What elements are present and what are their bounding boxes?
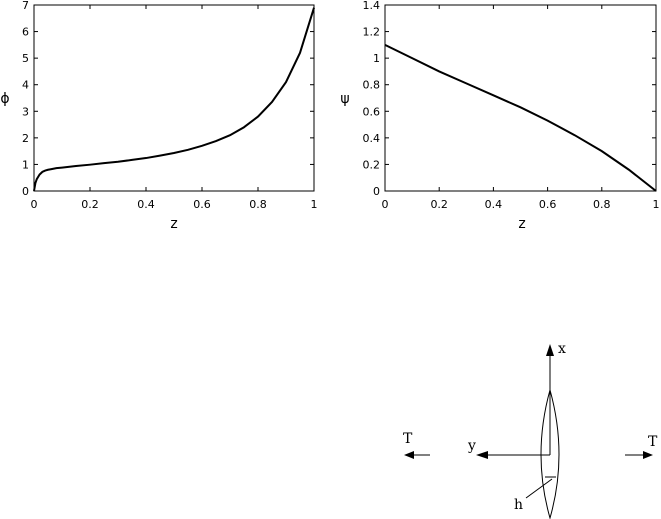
phi-y-tick-label: 6 — [22, 26, 29, 39]
psi-series-line — [384, 43, 657, 192]
h-leader-line — [525, 478, 553, 499]
chart-phi: 0 1 2 3 4 5 6 7 0 0.2 0.4 0.6 0.8 1 z ϕ — [0, 0, 317, 232]
phi-x-tick-label: 1 — [311, 198, 318, 211]
tension-arrowhead-left — [404, 451, 414, 459]
chart-psi: 0 0.2 0.4 0.6 0.8 1 1.2 1.4 0 0.2 0.4 0.6 0.8 1 z ψ — [340, 0, 659, 232]
psi-plot-frame — [384, 4, 657, 192]
psi-x-tick-label: 1 — [653, 198, 660, 211]
phi-x-axis: 0 0.2 0.4 0.6 0.8 1 — [31, 5, 318, 211]
psi-x-tick-label: 0.6 — [539, 198, 557, 211]
phi-series-line — [33, 7, 315, 192]
y-axis-name: y — [467, 438, 476, 454]
psi-x-tick-label: 0.4 — [485, 198, 503, 211]
phi-x-axis-label: z — [170, 216, 177, 232]
tension-label-left: T — [403, 431, 413, 447]
phi-y-tick-label: 3 — [22, 105, 29, 118]
lens-shape — [540, 388, 560, 519]
phi-y-tick-label: 4 — [22, 79, 29, 92]
psi-y-tick-label: 0.4 — [363, 132, 381, 145]
phi-x-tick-label: 0 — [31, 198, 38, 211]
phi-x-tick-label: 0.8 — [249, 198, 267, 211]
y-axis-arrowhead — [476, 451, 488, 459]
psi-x-tick-label: 0.8 — [593, 198, 611, 211]
phi-y-tick-label: 5 — [22, 52, 29, 65]
phi-y-axis-label: ϕ — [0, 91, 9, 107]
phi-y-tick-label: 7 — [22, 0, 29, 12]
psi-y-tick-label: 1.2 — [363, 26, 381, 39]
psi-y-tick-label: 0.2 — [363, 158, 381, 171]
phi-y-tick-label: 0 — [22, 185, 29, 198]
phi-x-tick-label: 0.4 — [137, 198, 155, 211]
tension-label-right: T — [648, 434, 658, 450]
phi-x-tick-label: 0.2 — [81, 198, 99, 211]
schematic-diagram: x y h T T — [403, 341, 658, 519]
psi-x-tick-label: 0 — [382, 198, 389, 211]
phi-y-axis: 0 1 2 3 4 5 6 7 — [22, 0, 314, 198]
psi-y-axis: 0 0.2 0.4 0.6 0.8 1 1.2 1.4 — [363, 0, 656, 198]
psi-y-tick-label: 1 — [373, 52, 380, 65]
psi-y-tick-label: 0.6 — [363, 105, 381, 118]
x-axis-name: x — [558, 341, 566, 357]
psi-x-axis: 0 0.2 0.4 0.6 0.8 1 — [382, 5, 660, 211]
psi-y-tick-label: 0.8 — [363, 79, 381, 92]
psi-x-axis-label: z — [518, 216, 525, 232]
tension-arrowhead-right — [643, 451, 653, 459]
phi-y-tick-label: 1 — [22, 158, 29, 171]
psi-y-tick-label: 1.4 — [363, 0, 381, 12]
h-label: h — [514, 497, 523, 513]
phi-y-tick-label: 2 — [22, 132, 29, 145]
x-axis-arrowhead — [546, 344, 554, 356]
psi-x-tick-label: 0.2 — [430, 198, 448, 211]
psi-y-axis-label: ψ — [340, 91, 349, 107]
phi-x-tick-label: 0.6 — [193, 198, 211, 211]
psi-y-tick-label: 0 — [373, 185, 380, 198]
phi-plot-frame — [33, 4, 315, 192]
